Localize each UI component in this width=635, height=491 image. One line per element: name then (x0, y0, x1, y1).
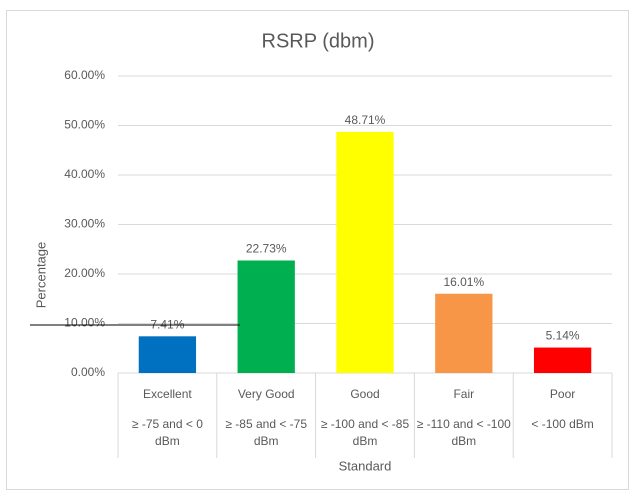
bar (237, 260, 295, 373)
category-detail: ≥ -100 and < -85 dBm (320, 417, 410, 448)
data-label: 48.71% (345, 113, 386, 127)
chart-frame (6, 10, 629, 490)
chart-title: RSRP (dbm) (262, 30, 375, 52)
bar (138, 336, 197, 373)
x-axis-title: Standard (339, 458, 392, 473)
category-detail: ≥ -75 and < 0 dBm (131, 417, 203, 448)
category-detail: ≥ -85 and < -75 dBm (225, 417, 308, 448)
y-tick-label: 0.00% (71, 365, 105, 379)
category-detail: ≥ -110 and < -100 dBm (416, 417, 511, 448)
x-tick-label: Excellent (143, 387, 192, 401)
data-label: 5.14% (546, 329, 580, 343)
x-tick-label: Poor (550, 387, 575, 401)
x-tick-label: Fair (453, 387, 474, 401)
bar (336, 131, 394, 373)
data-label: 22.73% (246, 242, 287, 256)
x-tick-label: Very Good (238, 387, 295, 401)
bar (435, 293, 493, 373)
bar (533, 347, 592, 373)
y-tick-label: 50.00% (64, 118, 105, 132)
data-label: 16.01% (443, 275, 484, 289)
y-tick-label: 20.00% (64, 266, 105, 280)
y-tick-label: 30.00% (64, 217, 105, 231)
category-detail: < -100 dBm (531, 417, 594, 431)
y-axis-title: Percentage (33, 242, 48, 309)
y-tick-label: 10.00% (64, 316, 105, 330)
data-label: 7.41% (150, 317, 184, 331)
y-tick-label: 60.00% (64, 68, 105, 82)
x-tick-label: Good (350, 387, 379, 401)
y-tick-label: 40.00% (64, 167, 105, 181)
